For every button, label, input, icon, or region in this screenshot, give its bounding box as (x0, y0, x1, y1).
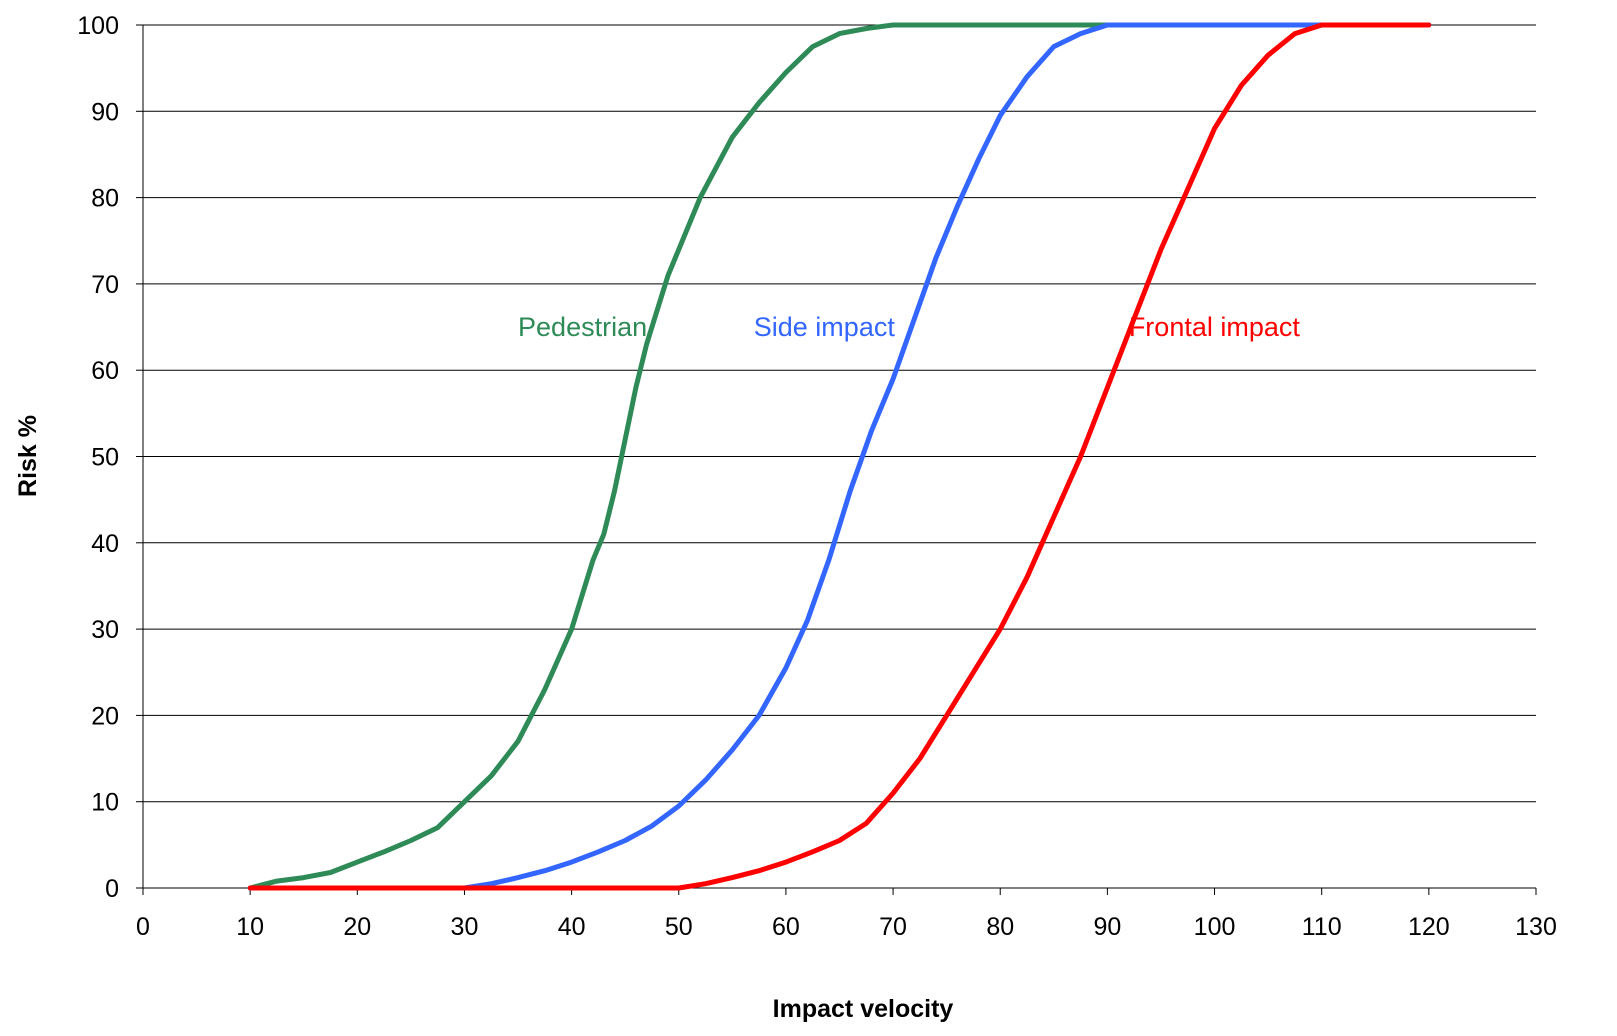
x-tick-label: 40 (558, 913, 586, 941)
x-tick-label: 90 (1093, 913, 1121, 941)
y-axis-ticks: 0 10 20 30 40 50 60 70 80 90 100 (77, 12, 143, 903)
y-tick-label: 20 (91, 702, 119, 730)
x-tick-label: 70 (879, 913, 907, 941)
y-tick-label: 100 (77, 12, 119, 40)
x-tick-label: 100 (1194, 913, 1236, 941)
y-tick-label: 70 (91, 271, 119, 299)
gridlines (143, 24, 1536, 803)
series-label-pedestrian: Pedestrian (518, 312, 647, 342)
x-tick-label: 80 (986, 913, 1014, 941)
y-axis-title: Risk % (14, 415, 42, 497)
y-tick-label: 0 (105, 875, 119, 903)
y-tick-label: 40 (91, 530, 119, 558)
series-labels: Pedestrian Side impact Frontal impact (518, 312, 1300, 342)
x-tick-label: 50 (665, 913, 693, 941)
y-tick-label: 30 (91, 616, 119, 644)
series-label-side-impact: Side impact (754, 312, 896, 342)
x-tick-label: 0 (136, 913, 150, 941)
y-tick-label: 90 (91, 98, 119, 126)
y-tick-label: 80 (91, 185, 119, 213)
y-tick-label: 10 (91, 789, 119, 817)
x-tick-label: 110 (1302, 913, 1342, 941)
x-tick-label: 30 (451, 913, 479, 941)
y-tick-label: 50 (91, 444, 119, 472)
series-line-frontal-impact (247, 22, 1432, 891)
x-tick-label: 10 (236, 913, 264, 941)
x-axis-ticks: 0 10 20 30 40 50 60 70 80 90 100 110 120 130 (136, 888, 1557, 941)
x-tick-label: 130 (1515, 913, 1557, 941)
x-tick-label: 20 (343, 913, 371, 941)
series-line-pedestrian (247, 22, 1432, 891)
series-lines (247, 22, 1432, 891)
series-line-side-impact (247, 22, 1432, 891)
x-tick-label: 60 (772, 913, 800, 941)
x-tick-label: 120 (1408, 913, 1450, 941)
x-axis-title: Impact velocity (773, 995, 954, 1023)
series-label-frontal-impact: Frontal impact (1129, 312, 1301, 342)
y-tick-label: 60 (91, 357, 119, 385)
